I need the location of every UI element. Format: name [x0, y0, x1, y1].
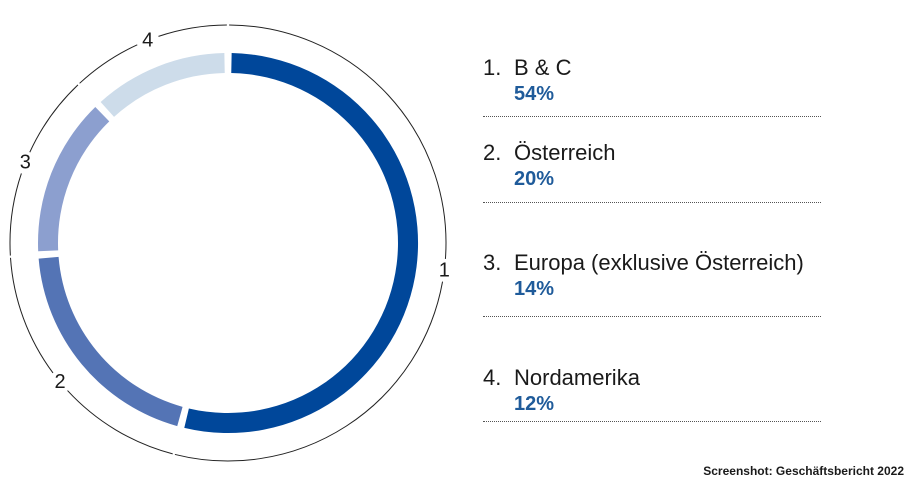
legend-divider: [483, 421, 821, 422]
outer-arc-3-2: [29, 84, 79, 153]
legend-label: 1. B & C: [483, 55, 571, 81]
legend-number: 4.: [483, 365, 502, 390]
legend-number: 1.: [483, 55, 502, 80]
legend-label: 3. Europa (exklusive Österreich): [483, 250, 804, 276]
donut-slice-2: [38, 256, 183, 427]
legend-value: 54%: [514, 83, 555, 105]
legend-value: 20%: [514, 168, 555, 190]
outer-arc-2-1: [67, 390, 173, 455]
legend-number: 2.: [483, 140, 502, 165]
legend-name: B & C: [514, 55, 572, 80]
outer-arc-3-1: [9, 173, 22, 256]
legend-name: Europa (exklusive Österreich): [514, 250, 804, 275]
donut-slice-1: [184, 53, 419, 434]
donut-slice-4: [100, 53, 225, 117]
outer-arc-4-1: [79, 44, 138, 84]
legend-value: 12%: [514, 393, 555, 415]
legend-divider: [483, 116, 821, 117]
legend-divider: [483, 316, 821, 317]
source-caption: Screenshot: Geschäftsbericht 2022: [703, 464, 904, 478]
donut-chart: 1 2 3 4: [9, 24, 450, 462]
ring-label-4: 4: [142, 29, 153, 51]
donut-slice-3: [37, 107, 110, 252]
legend-name: Österreich: [514, 140, 616, 165]
ring-label-3: 3: [20, 152, 31, 174]
outer-arc-1-2: [174, 281, 444, 462]
legend-label: 4. Nordamerika: [483, 365, 640, 391]
outer-arc-2-2: [10, 257, 54, 374]
legend-number: 3.: [483, 250, 502, 275]
outer-arc-4-2: [158, 24, 227, 37]
legend-divider: [483, 202, 821, 203]
donut-slices: [37, 53, 419, 434]
legend-value: 14%: [514, 278, 555, 300]
ring-labels: 1 2 3 4: [20, 29, 450, 393]
ring-label-1: 1: [439, 259, 450, 281]
legend-label: 2. Österreich: [483, 140, 615, 166]
outer-ring: [9, 24, 447, 462]
outer-arc-1-1: [229, 24, 447, 260]
ring-label-2: 2: [54, 371, 65, 393]
legend-name: Nordamerika: [514, 365, 640, 390]
